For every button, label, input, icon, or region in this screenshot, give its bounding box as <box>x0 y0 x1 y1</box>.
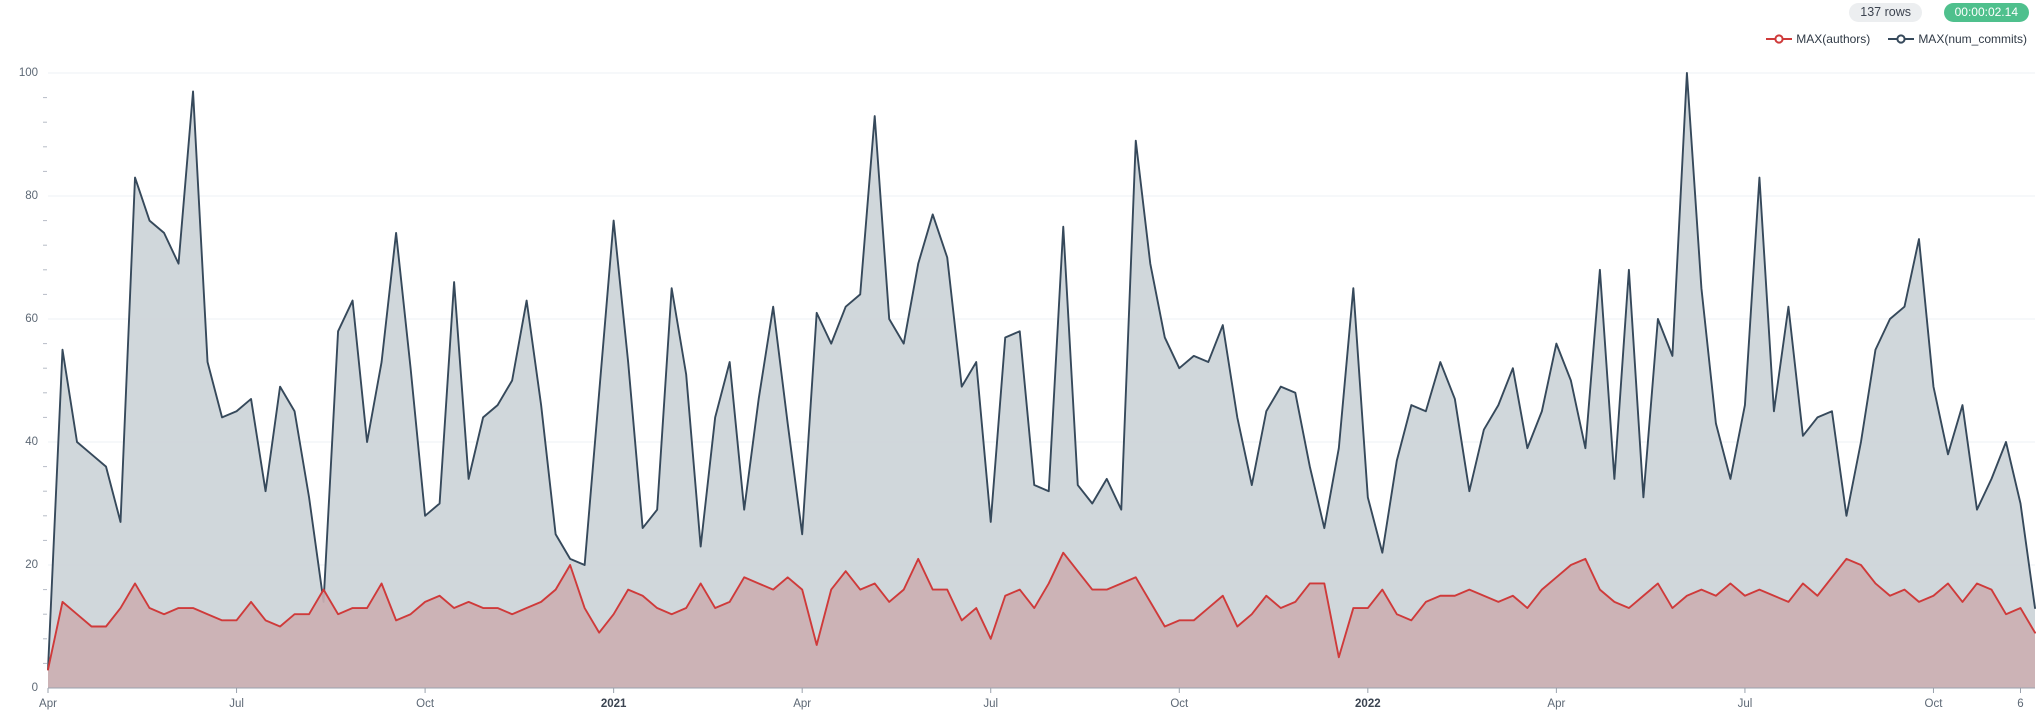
x-tick-label: Apr <box>793 698 811 710</box>
x-axis-labels: Apr Jul Oct 2021 Apr Jul Oct 2022 Apr Jul Oct 6 <box>39 688 2024 710</box>
y-tick-label: 0 <box>32 682 38 694</box>
series-area <box>48 73 2035 688</box>
x-tick-label: 6 <box>2017 698 2023 710</box>
x-tick-label: 2022 <box>1355 698 1381 710</box>
row-count-badge: 137 rows <box>1849 3 1922 22</box>
chart-legend: MAX(authors) MAX(num_commits) <box>1766 32 2027 46</box>
y-tick-label: 100 <box>19 67 38 79</box>
series-line <box>47 551 2036 671</box>
y-tick-label: 80 <box>25 190 38 202</box>
query-duration-badge: 00:00:02.14 <box>1943 3 2029 22</box>
x-tick-label: 2021 <box>601 698 627 710</box>
x-tick-label: Oct <box>1170 698 1189 710</box>
x-tick-label: Jul <box>983 698 998 710</box>
x-tick-label: Apr <box>39 698 57 710</box>
legend-item-authors[interactable]: MAX(authors) <box>1766 32 1870 46</box>
series-layer <box>47 72 2036 688</box>
x-tick-label: Oct <box>416 698 435 710</box>
y-tick-label: 60 <box>25 313 38 325</box>
legend-label-num-commits: MAX(num_commits) <box>1918 32 2027 46</box>
y-tick-label: 40 <box>25 436 38 448</box>
legend-item-num-commits[interactable]: MAX(num_commits) <box>1888 32 2027 46</box>
status-strip: 137 rows 00:00:02.14 <box>0 0 2041 28</box>
x-tick-label: Jul <box>229 698 244 710</box>
legend-marker-circle-open-icon <box>1888 33 1915 45</box>
x-tick-label: Jul <box>1738 698 1753 710</box>
legend-marker-circle-open-icon <box>1766 33 1793 45</box>
legend-label-authors: MAX(authors) <box>1796 32 1871 46</box>
y-axis-labels: 0 20 40 60 80 100 <box>19 67 38 694</box>
series-area <box>48 552 2035 688</box>
x-tick-label: Apr <box>1547 698 1565 710</box>
y-tick-label: 20 <box>25 559 38 571</box>
x-tick-label: Oct <box>1925 698 1944 710</box>
series-line <box>47 72 2036 671</box>
